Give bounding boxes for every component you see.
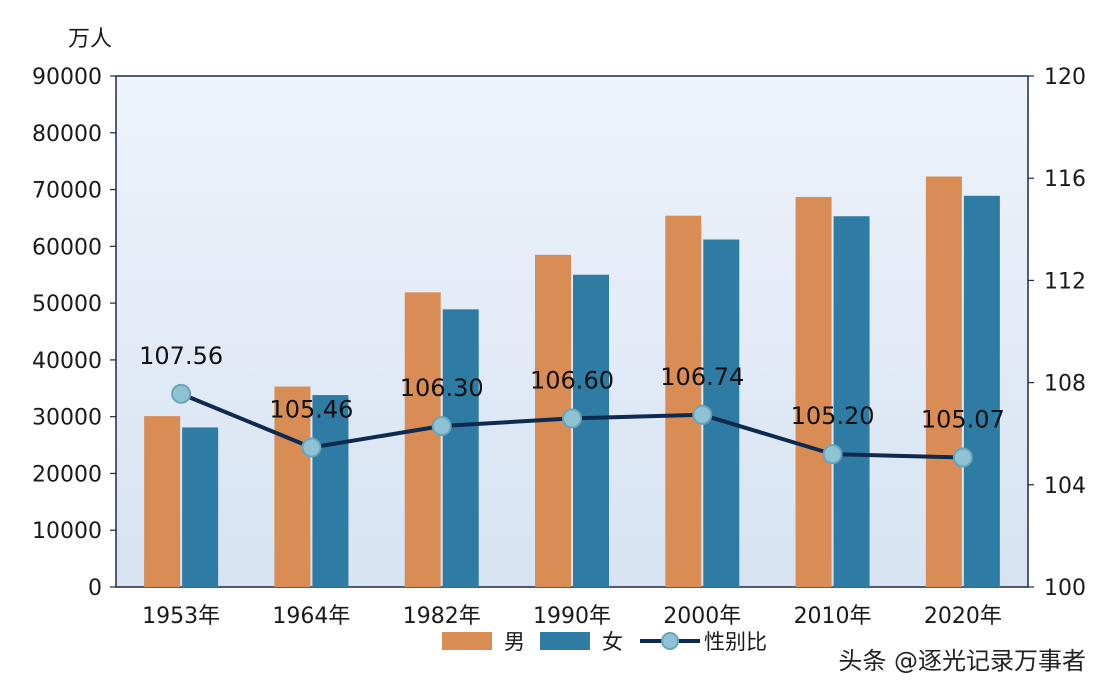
y-left-tick-label: 20000 bbox=[32, 462, 102, 487]
y-left-tick-label: 10000 bbox=[32, 519, 102, 544]
y-right-tick-label: 116 bbox=[1044, 167, 1086, 192]
y-right-tick-label: 100 bbox=[1044, 576, 1086, 601]
ratio-data-label: 106.74 bbox=[660, 363, 744, 391]
ratio-data-label: 105.20 bbox=[791, 402, 875, 430]
x-tick-label: 1990年 bbox=[533, 604, 611, 629]
y-left-tick-label: 80000 bbox=[32, 122, 102, 147]
ratio-point bbox=[952, 447, 973, 468]
bar-female bbox=[442, 309, 479, 587]
bar-female bbox=[312, 395, 349, 587]
ratio-point bbox=[562, 408, 582, 429]
y-left-tick-label: 70000 bbox=[32, 179, 102, 204]
ratio-data-label: 105.46 bbox=[269, 395, 353, 423]
y-right-tick-label: 112 bbox=[1044, 269, 1086, 294]
ratio-point bbox=[171, 383, 192, 404]
bar-female bbox=[833, 216, 870, 588]
bar-female bbox=[963, 195, 1000, 587]
bar-male bbox=[795, 196, 832, 588]
legend-label-female: 女 bbox=[602, 630, 623, 654]
y-left-tick-label: 50000 bbox=[32, 292, 102, 317]
ratio-data-label: 106.60 bbox=[530, 366, 614, 394]
bar-male bbox=[665, 215, 702, 587]
bar-male bbox=[925, 176, 962, 587]
x-tick-label: 1982年 bbox=[403, 604, 481, 629]
y-right-tick-label: 108 bbox=[1044, 372, 1086, 397]
x-tick-label: 2010年 bbox=[794, 604, 872, 629]
ratio-data-label: 106.30 bbox=[400, 374, 484, 402]
x-tick-label: 1953年 bbox=[142, 604, 220, 629]
bar-male bbox=[274, 386, 311, 587]
ratio-data-label: 105.07 bbox=[921, 405, 1005, 433]
x-tick-label: 2000年 bbox=[663, 604, 741, 629]
plot-area bbox=[115, 75, 1029, 588]
y-left-tick-label: 90000 bbox=[32, 65, 102, 90]
y-left-unit-label: 万人 bbox=[68, 27, 112, 52]
y-right-tick-label: 120 bbox=[1044, 65, 1086, 90]
x-tick-label: 2020年 bbox=[924, 604, 1002, 629]
x-tick-label: 1964年 bbox=[272, 604, 350, 629]
legend-label-male: 男 bbox=[504, 630, 525, 654]
bar-male bbox=[404, 292, 441, 587]
legend-marker-ratio bbox=[661, 632, 679, 650]
legend-label-ratio: 性别比 bbox=[704, 630, 767, 654]
y-left-tick-label: 30000 bbox=[32, 406, 102, 431]
legend-swatch-female bbox=[540, 632, 590, 650]
y-left-tick-label: 40000 bbox=[32, 349, 102, 374]
y-right-tick-label: 104 bbox=[1044, 474, 1086, 499]
bar-male bbox=[144, 416, 181, 587]
ratio-point bbox=[692, 404, 713, 425]
ratio-point bbox=[822, 444, 843, 465]
ratio-data-label: 107.56 bbox=[139, 342, 223, 370]
ratio-point bbox=[301, 437, 322, 458]
ratio-point bbox=[431, 416, 452, 437]
y-left-tick-label: 60000 bbox=[32, 235, 102, 260]
y-left-tick-label: 0 bbox=[88, 576, 102, 601]
bar-female bbox=[182, 427, 219, 587]
legend-swatch-male bbox=[442, 632, 492, 650]
bar-female bbox=[573, 274, 609, 587]
watermark: 头条 @逐光记录万事者 bbox=[838, 647, 1086, 675]
